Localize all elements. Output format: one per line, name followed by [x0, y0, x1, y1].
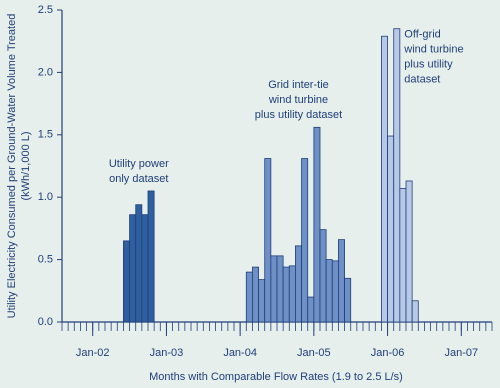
- bar: [301, 158, 309, 323]
- bar: [295, 245, 302, 323]
- y-tick-label: 0.5: [38, 254, 53, 266]
- bar: [276, 255, 284, 323]
- bar: [411, 300, 419, 323]
- bar: [270, 255, 278, 323]
- bar: [338, 239, 345, 323]
- y-tick-label: 1.0: [38, 191, 53, 203]
- x-tick-label: Jan-05: [297, 347, 331, 359]
- bar: [393, 28, 401, 323]
- x-tick-label: Jan-03: [150, 347, 184, 359]
- bar: [135, 204, 143, 323]
- bar: [129, 214, 137, 323]
- annotation: plus utility: [404, 59, 453, 71]
- bar: [258, 279, 266, 323]
- bar: [147, 190, 155, 323]
- annotation: wind turbine: [268, 94, 328, 106]
- y-tick-label: 1.5: [38, 129, 53, 141]
- bar: [288, 265, 296, 323]
- y-tick-label: 0.0: [38, 316, 53, 328]
- bar: [282, 266, 290, 323]
- y-axis-label: Utility Electricity Consumed per Ground-…: [6, 14, 18, 319]
- x-tick-label: Jan-02: [76, 347, 110, 359]
- x-tick-label: Jan-04: [223, 347, 257, 359]
- annotation: Utility power: [109, 158, 169, 170]
- bar: [307, 296, 315, 323]
- bar: [264, 158, 272, 323]
- x-tick-label: Jan-06: [371, 347, 405, 359]
- bar: [252, 266, 259, 323]
- bar: [325, 259, 333, 323]
- bar: [381, 35, 388, 323]
- bar: [405, 180, 413, 323]
- bar: [313, 126, 321, 323]
- annotation: dataset: [404, 74, 440, 86]
- bar: [245, 271, 253, 323]
- bar: [344, 277, 352, 323]
- bar: [387, 135, 395, 323]
- bar: [399, 188, 407, 323]
- bar: [331, 260, 339, 323]
- bar: [141, 214, 149, 323]
- annotation: only dataset: [109, 173, 168, 185]
- annotation: plus utility dataset: [255, 109, 342, 121]
- annotation: wind turbine: [403, 44, 463, 56]
- x-axis-label: Months with Comparable Flow Rates (1.9 t…: [149, 371, 403, 383]
- annotation: Off-grid: [404, 29, 440, 41]
- bar: [123, 240, 130, 323]
- y-tick-label: 2.5: [38, 4, 53, 16]
- y-tick-label: 2.0: [38, 66, 53, 78]
- bar: [319, 229, 327, 323]
- y-axis-label: (kWh/1,000 L): [20, 131, 32, 200]
- x-tick-label: Jan-07: [444, 347, 478, 359]
- annotation: Grid inter-tie: [268, 79, 329, 91]
